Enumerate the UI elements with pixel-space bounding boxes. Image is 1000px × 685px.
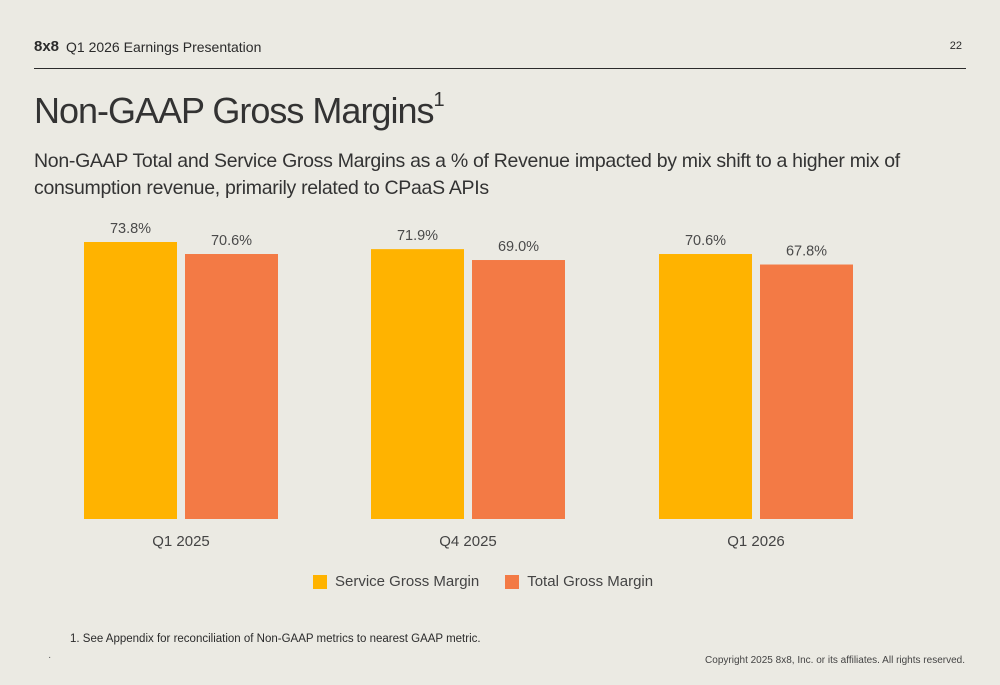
category-label-2: Q1 2026 <box>727 533 785 550</box>
legend-swatch-service <box>313 574 327 589</box>
bar-service-0 <box>84 242 177 519</box>
copyright: Copyright 2025 8x8, Inc. or its affiliat… <box>705 655 965 666</box>
bar-total-0 <box>185 254 278 519</box>
slide-subtitle: Non-GAAP Total and Service Gross Margins… <box>34 150 900 199</box>
company-logo: 8x8 <box>34 38 60 55</box>
category-label-0: Q1 2025 <box>152 533 210 550</box>
legend-item-service: Service Gross Margin <box>313 573 479 590</box>
bar-total-1 <box>472 260 565 519</box>
data-label-total-1: 69.0% <box>498 239 539 255</box>
footer-dot: · <box>48 652 52 663</box>
legend-label-service: Service Gross Margin <box>335 573 480 590</box>
data-label-service-1: 71.9% <box>397 228 438 244</box>
category-label-1: Q4 2025 <box>439 533 497 550</box>
footnote: 1. See Appendix for reconciliation of No… <box>70 633 481 645</box>
page-number: 22 <box>949 40 962 52</box>
footnote-marker: 1 <box>433 89 444 111</box>
chart-legend: Service Gross Margin Total Gross Margin <box>313 573 679 590</box>
slide-header: 8x8 Q1 2026 Earnings Presentation 22 <box>34 36 966 69</box>
slide-title: Non-GAAP Gross Margins1 <box>34 89 445 132</box>
bar-service-2 <box>659 254 752 519</box>
bar-total-2 <box>760 264 853 519</box>
slide-title-text: Non-GAAP Gross Margins <box>34 90 434 131</box>
deck-title: Q1 2026 Earnings Presentation <box>66 39 262 55</box>
data-label-service-0: 73.8% <box>110 221 151 237</box>
legend-swatch-total <box>505 574 520 589</box>
bar-service-1 <box>371 249 464 519</box>
legend-item-total: Total Gross Margin <box>505 573 653 590</box>
data-label-total-0: 70.6% <box>211 233 252 249</box>
legend-label-total: Total Gross Margin <box>527 573 654 590</box>
data-label-service-2: 70.6% <box>685 233 726 249</box>
data-label-total-2: 67.8% <box>786 244 827 260</box>
